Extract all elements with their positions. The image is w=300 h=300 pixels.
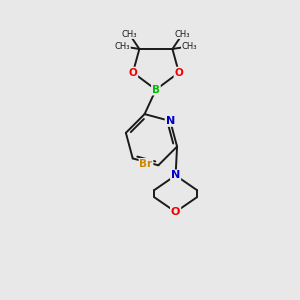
Text: CH₃: CH₃: [115, 42, 130, 51]
Text: O: O: [128, 68, 137, 78]
Text: B: B: [152, 85, 160, 94]
Text: CH₃: CH₃: [175, 29, 190, 38]
Text: N: N: [166, 116, 175, 126]
Text: CH₃: CH₃: [122, 29, 137, 38]
Text: N: N: [171, 170, 180, 180]
Text: O: O: [171, 207, 180, 217]
Text: Br: Br: [140, 159, 152, 169]
Text: O: O: [175, 68, 183, 78]
Text: CH₃: CH₃: [182, 42, 197, 51]
